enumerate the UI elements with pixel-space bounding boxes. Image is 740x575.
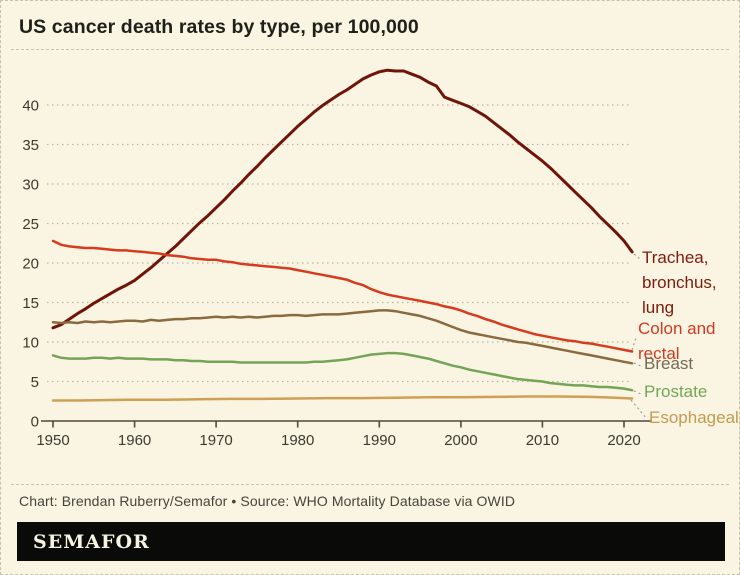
chart-title: US cancer death rates by type, per 100,0… — [19, 16, 419, 38]
series-label-trachea-bronchus-lung: lung — [642, 298, 674, 317]
series-label-colon-and-rectal: rectal — [638, 344, 680, 363]
series-label-trachea-bronchus-lung: Trachea, — [642, 248, 708, 267]
label-leader-trachea-bronchus-lung — [633, 253, 641, 260]
line-chart: 0 5 10 15 20 25 30 35 40 1950 1960 1970 1980 1990 2000… — [22, 68, 739, 449]
y-axis-tick-label: 0 — [31, 414, 39, 431]
x-axis-tick-label: 2000 — [444, 432, 477, 449]
x-axis-tick-label: 1950 — [36, 432, 69, 449]
series-line-breast — [51, 309, 634, 365]
brand-wordmark: SEMAFOR — [33, 530, 150, 553]
y-axis-tick-label: 40 — [22, 98, 39, 115]
y-axis-tick-label: 25 — [22, 216, 39, 233]
label-leader-colon-and-rectal — [631, 337, 637, 351]
x-axis-tick-label: 2020 — [607, 432, 640, 449]
series-label-trachea-bronchus-lung: bronchus, — [642, 273, 717, 292]
label-leader-breast — [633, 362, 642, 367]
series-line-esophageal — [51, 395, 634, 402]
y-axis-tick-label: 5 — [31, 374, 39, 391]
y-axis-tick-label: 30 — [22, 177, 39, 194]
title-divider — [11, 49, 729, 50]
brand-bar: SEMAFOR — [17, 522, 725, 561]
x-axis-tick-label: 1960 — [118, 432, 151, 449]
series-label-breast: Breast — [644, 354, 693, 373]
y-axis-tick-label: 15 — [22, 295, 39, 312]
x-axis-tick-label: 2010 — [526, 432, 559, 449]
series-line-colon-and-rectal — [51, 239, 634, 353]
label-leader-prostate — [633, 390, 642, 395]
x-axis-tick-label: 1970 — [199, 432, 232, 449]
credit-line: Chart: Brendan Ruberry/Semafor • Source:… — [19, 493, 516, 509]
series-label-esophageal: Esophageal — [649, 408, 739, 427]
y-axis-tick-label: 35 — [22, 137, 39, 154]
y-axis-tick-labels: 0 5 10 15 20 25 30 35 40 — [22, 98, 39, 431]
gridlines — [47, 104, 631, 383]
series-line-prostate — [51, 351, 634, 392]
series-label-prostate: Prostate — [644, 382, 707, 401]
series-label-colon-and-rectal: Colon and — [638, 319, 716, 338]
x-axis: 1950 1960 1970 1980 1990 2000 2010 2020 — [36, 420, 651, 449]
y-axis-tick-label: 10 — [22, 335, 39, 352]
x-axis-tick-label: 1980 — [281, 432, 314, 449]
series-line-trachea-bronchus-lung — [51, 68, 634, 330]
x-axis-tick-label: 1990 — [363, 432, 396, 449]
label-leader-esophageal — [630, 399, 648, 420]
y-axis-tick-label: 20 — [22, 256, 39, 273]
footer-divider — [11, 484, 729, 485]
